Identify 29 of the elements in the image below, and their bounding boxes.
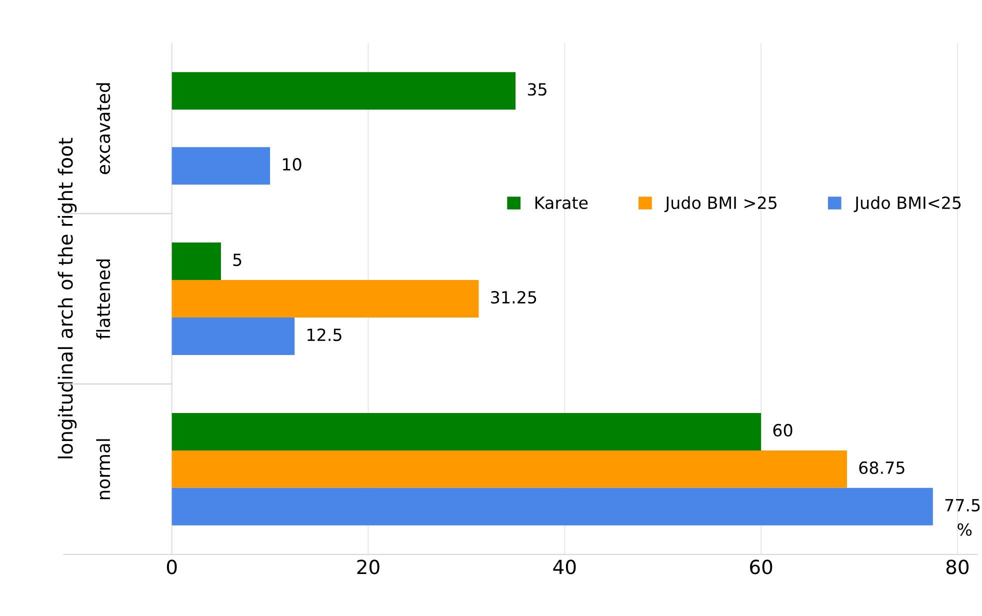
- legend-label: Karate: [535, 196, 588, 210]
- data-label: 60: [773, 424, 792, 437]
- y-tick-label: flattened: [96, 260, 110, 340]
- bar: [172, 412, 762, 450]
- data-label: 77.5: [945, 499, 980, 512]
- x-tick-label: 20: [357, 560, 380, 574]
- data-label: 35: [528, 83, 546, 96]
- annotation: %: [958, 523, 972, 536]
- data-label: 10: [282, 158, 302, 171]
- bar: [172, 280, 479, 318]
- bar: [172, 147, 270, 185]
- x-tick-label: 80: [946, 560, 969, 574]
- legend-label: Judo BMI<25: [854, 196, 961, 212]
- bar: [172, 242, 221, 280]
- x-tick-label: 0: [166, 560, 177, 574]
- y-tick-label: normal: [96, 439, 110, 500]
- bar: [172, 450, 847, 488]
- legend-label: Judo BMI >25: [664, 196, 776, 212]
- bar: [172, 72, 516, 110]
- x-tick-label: 40: [553, 560, 576, 574]
- bar: [172, 318, 295, 355]
- data-label: 31.25: [491, 290, 536, 304]
- data-label: 68.75: [859, 461, 904, 474]
- bar: [172, 488, 933, 526]
- data-label: 5: [233, 254, 242, 266]
- y-tick-label: excavated: [96, 83, 110, 174]
- x-tick-label: 60: [750, 560, 772, 574]
- data-label: 12.5: [308, 328, 342, 342]
- y-axis-title: longitudinal arch of the right foot: [58, 138, 77, 458]
